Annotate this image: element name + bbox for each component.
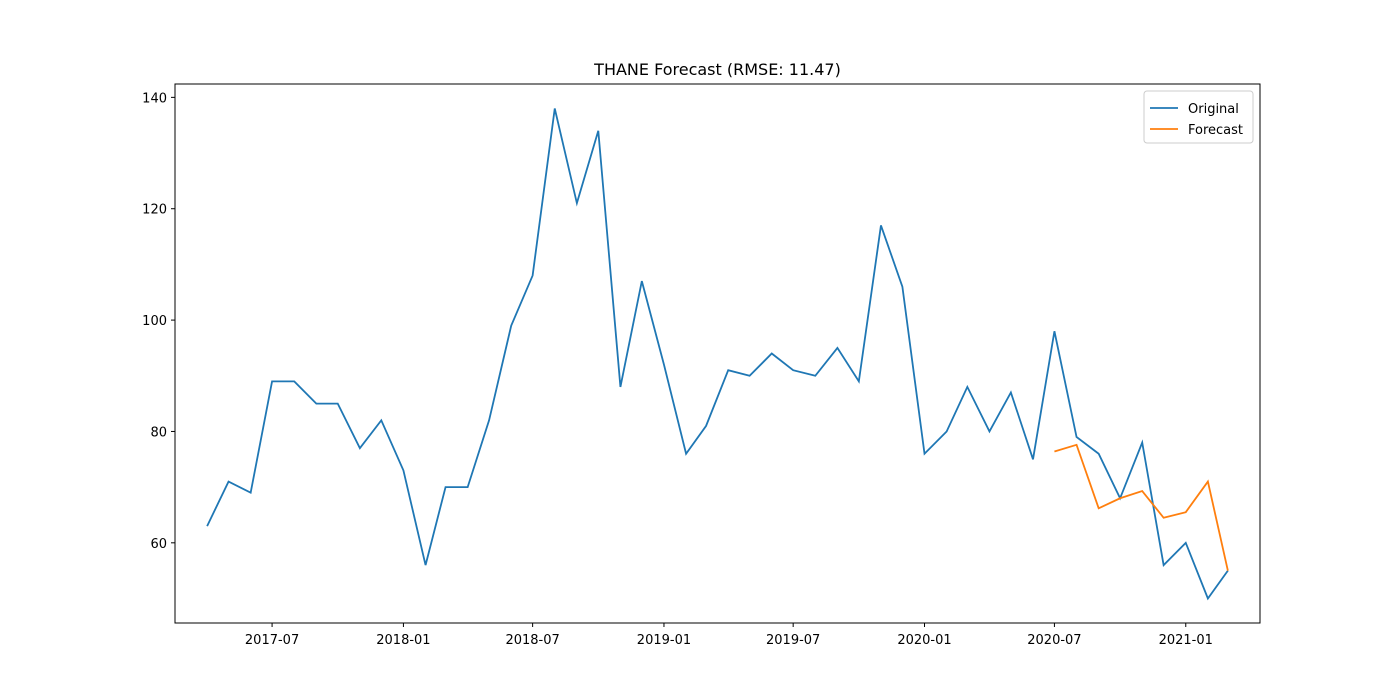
data-point-original — [1031, 457, 1035, 461]
data-point-original — [813, 374, 817, 378]
data-point-original — [726, 368, 730, 372]
data-point-original — [835, 346, 839, 350]
data-point-original — [1009, 390, 1013, 394]
data-point-forecast — [1097, 506, 1101, 510]
data-point-original — [879, 223, 883, 227]
series-line-original — [206, 108, 1229, 601]
legend-label: Forecast — [1188, 123, 1243, 138]
data-point-original — [531, 274, 535, 278]
data-point-original — [1162, 563, 1166, 567]
data-point-original — [270, 379, 274, 383]
data-point-original — [857, 379, 861, 383]
data-point-original — [791, 368, 795, 372]
legend: Original Forecast — [1143, 90, 1254, 144]
data-point-original — [684, 452, 688, 456]
data-point-original — [987, 429, 991, 433]
x-tick-label: 2018-01 — [376, 633, 430, 648]
data-point-original — [596, 129, 600, 133]
data-point-original — [358, 446, 362, 450]
x-tick-label: 2020-01 — [897, 633, 951, 648]
data-point-original — [1052, 329, 1056, 333]
legend-label: Original — [1188, 102, 1239, 117]
data-point-original — [618, 385, 622, 389]
series-layer — [205, 107, 1230, 601]
data-point-forecast — [1118, 496, 1122, 500]
data-point-original — [314, 402, 318, 406]
data-point-original — [575, 201, 579, 205]
data-point-original — [1097, 452, 1101, 456]
legend-box — [1143, 90, 1254, 144]
x-tick-label: 2020-07 — [1027, 633, 1081, 648]
plot-frame — [174, 83, 1261, 624]
x-tick-label: 2021-01 — [1159, 633, 1213, 648]
x-tick-label: 2017-07 — [245, 633, 299, 648]
data-point-original — [1075, 435, 1079, 439]
series-line-forecast — [1054, 443, 1229, 571]
data-point-original — [704, 424, 708, 428]
data-point-original — [923, 452, 927, 456]
data-point-forecast — [1226, 569, 1230, 573]
data-point-original — [770, 352, 774, 356]
data-point-original — [945, 429, 949, 433]
chart-title: THANE Forecast (RMSE: 11.47) — [593, 60, 841, 79]
y-tick-label: 60 — [150, 537, 167, 552]
y-tick-label: 120 — [142, 203, 167, 218]
data-point-original — [965, 385, 969, 389]
data-point-forecast — [1206, 480, 1210, 484]
y-tick-label: 100 — [142, 314, 167, 329]
data-point-original — [249, 491, 253, 495]
data-point-original — [227, 480, 231, 484]
data-point-original — [748, 374, 752, 378]
data-point-original — [205, 524, 209, 528]
data-point-original — [292, 379, 296, 383]
data-point-original — [553, 107, 557, 111]
data-point-original — [662, 363, 666, 367]
x-axis: 2017-07 2018-01 2018-07 2019-01 2019-07 2020-… — [245, 623, 1213, 648]
data-point-original — [900, 285, 904, 289]
data-point-forecast — [1140, 489, 1144, 493]
data-point-forecast — [1075, 443, 1079, 447]
data-point-original — [401, 468, 405, 472]
y-tick-label: 140 — [142, 91, 167, 106]
data-point-original — [1206, 597, 1210, 601]
data-point-forecast — [1052, 450, 1056, 454]
y-tick-label: 80 — [150, 425, 167, 440]
data-point-original — [487, 418, 491, 422]
data-point-original — [424, 563, 428, 567]
x-tick-label: 2019-01 — [637, 633, 691, 648]
data-point-original — [1140, 441, 1144, 445]
data-point-forecast — [1184, 510, 1188, 514]
x-tick-label: 2019-07 — [766, 633, 820, 648]
data-point-original — [509, 324, 513, 328]
data-point-original — [466, 485, 470, 489]
data-point-original — [1184, 541, 1188, 545]
x-tick-label: 2018-07 — [505, 633, 559, 648]
data-point-original — [336, 402, 340, 406]
plot-area — [175, 84, 1260, 623]
y-axis: 60 80 100 120 140 — [142, 91, 175, 552]
data-point-original — [640, 279, 644, 283]
data-point-forecast — [1162, 516, 1166, 520]
data-point-original — [444, 485, 448, 489]
data-point-original — [379, 418, 383, 422]
